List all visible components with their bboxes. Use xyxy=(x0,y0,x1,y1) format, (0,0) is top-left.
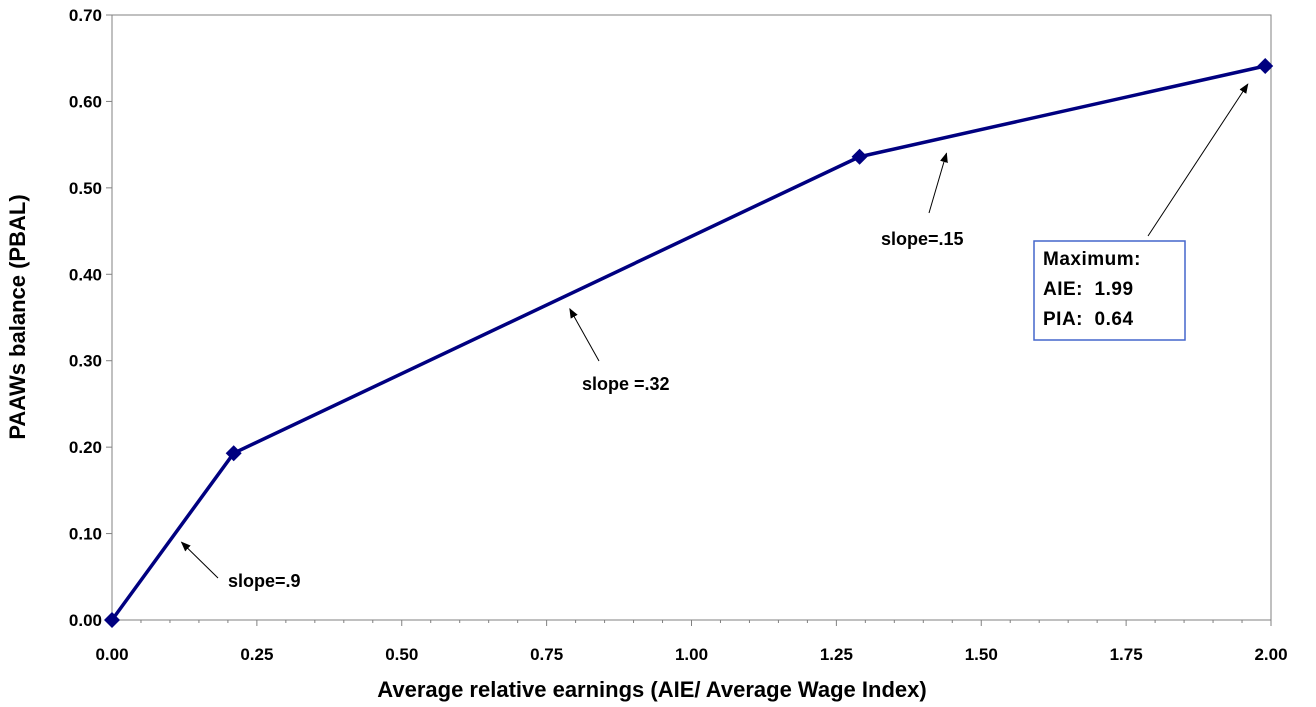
x-tick-label: 1.25 xyxy=(820,645,853,664)
annotation-arrow xyxy=(569,307,600,362)
x-tick-label: 1.50 xyxy=(965,645,998,664)
y-axis: 0.00 0.10 0.20 0.30 0.40 0.50 0.60 0.70 xyxy=(69,6,112,630)
y-tick-label: 0.60 xyxy=(69,92,102,111)
y-tick-label: 0.00 xyxy=(69,611,102,630)
x-tick-label: 0.00 xyxy=(95,645,128,664)
data-point xyxy=(851,148,868,165)
annotation-arrow xyxy=(180,541,219,579)
x-tick-label: 0.25 xyxy=(240,645,273,664)
data-point xyxy=(225,445,242,462)
x-axis: 0.00 0.25 0.50 0.75 1.00 1.25 1.50 1.75 2.00 xyxy=(95,620,1288,664)
slope-annotation: slope=.15 xyxy=(881,229,964,249)
series-line xyxy=(110,64,1266,622)
x-tick-label: 0.75 xyxy=(530,645,563,664)
y-axis-title: PAAWs balance (PBAL) xyxy=(5,194,30,439)
x-tick-label: 0.50 xyxy=(385,645,418,664)
maximum-box-border xyxy=(1033,240,1186,341)
y-tick-label: 0.10 xyxy=(69,525,102,544)
slope-annotation: slope =.32 xyxy=(582,374,670,394)
x-tick-label: 2.00 xyxy=(1254,645,1287,664)
x-axis-title: Average relative earnings (AIE/ Average … xyxy=(377,677,926,702)
data-point xyxy=(104,612,120,628)
x-tick-label: 1.75 xyxy=(1110,645,1143,664)
y-tick-label: 0.50 xyxy=(69,179,102,198)
slope-annotation: slope=.9 xyxy=(228,571,301,591)
maximum-box: Maximum: AIE: 1.99 PIA: 0.64 xyxy=(1033,240,1186,341)
annotation-arrow xyxy=(928,152,948,214)
series-layer xyxy=(104,57,1274,628)
maximum-box-line-1: Maximum: xyxy=(1043,249,1141,270)
y-tick-label: 0.40 xyxy=(69,265,102,284)
x-tick-label: 1.00 xyxy=(675,645,708,664)
y-tick-label: 0.30 xyxy=(69,352,102,371)
maximum-box-line-3: PIA: 0.64 xyxy=(1043,309,1134,330)
y-tick-label: 0.70 xyxy=(69,6,102,25)
data-point xyxy=(1257,57,1274,74)
maximum-box-line-2: AIE: 1.99 xyxy=(1043,279,1134,300)
annotations-layer: slope=.9 slope =.32 slope=.15 xyxy=(180,83,1249,591)
y-tick-label: 0.20 xyxy=(69,438,102,457)
maximum-arrow xyxy=(1147,83,1249,237)
